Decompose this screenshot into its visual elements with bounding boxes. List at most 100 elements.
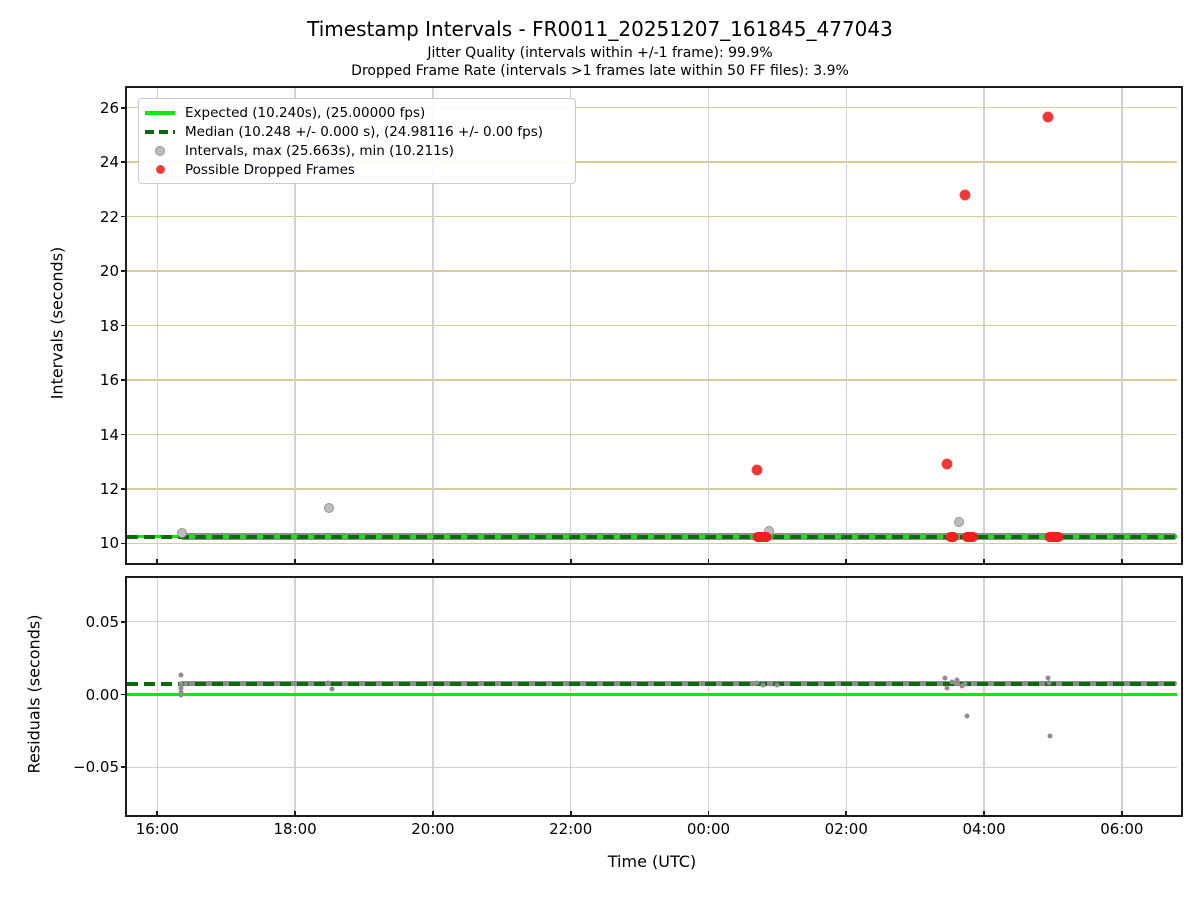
x-tick: [569, 811, 572, 817]
y-tick-label: 20: [99, 262, 119, 281]
x-tick: [294, 811, 296, 817]
x-tick: [1120, 559, 1123, 565]
x-tick-label: 06:00: [1100, 820, 1144, 838]
residual-point: [962, 681, 968, 687]
dropped-frame-point: [751, 464, 763, 476]
legend-item-label: Possible Dropped Frames: [185, 161, 355, 178]
residual-point: [964, 713, 970, 719]
median-line-sample: [145, 129, 175, 134]
gridline-h: [127, 270, 1177, 272]
y-tick: [121, 270, 127, 272]
x-tick: [156, 559, 159, 565]
x-tick: [156, 811, 159, 817]
x-axis-label: Time (UTC): [607, 852, 697, 871]
y-tick: [121, 379, 127, 381]
legend-item: Intervals, max (25.663s), min (10.211s): [145, 141, 575, 160]
y-tick: [121, 215, 127, 218]
legend-item-label: Expected (10.240s), (25.00000 fps): [185, 104, 426, 121]
interval-point: [323, 503, 334, 514]
x-tick-label: 22:00: [549, 820, 593, 838]
y-tick-label: 26: [99, 98, 119, 117]
x-tick-label: 00:00: [686, 820, 731, 838]
residual-point: [959, 683, 965, 689]
gridline-v: [1121, 88, 1123, 559]
median-line: [127, 681, 1177, 686]
gridline-h: [127, 324, 1177, 327]
y-tick: [121, 433, 127, 436]
y-tick-label: 18: [99, 316, 119, 335]
y-tick: [121, 161, 127, 163]
x-tick: [569, 559, 572, 565]
legend-item-label: Intervals, max (25.663s), min (10.211s): [185, 142, 454, 159]
x-tick: [845, 559, 848, 565]
x-tick: [1120, 811, 1123, 817]
dropped-frame-subtitle: Dropped Frame Rate (intervals >1 frames …: [351, 63, 849, 79]
jitter-quality-subtitle: Jitter Quality (intervals within +/-1 fr…: [427, 45, 773, 61]
residuals-plot: [125, 576, 1183, 817]
dropped-frame-cluster: [962, 532, 979, 543]
x-tick-label: 04:00: [962, 820, 1006, 838]
residual-point: [1047, 733, 1053, 739]
legend-item: Expected (10.240s), (25.00000 fps): [145, 103, 575, 122]
gridline-v: [156, 88, 158, 559]
gridline-v: [432, 88, 434, 559]
gridline-v: [707, 88, 710, 559]
residual-point: [944, 685, 950, 690]
residual-point: [178, 692, 184, 697]
x-tick: [845, 811, 848, 817]
residual-point: [1046, 680, 1052, 686]
median-line: [127, 534, 1177, 539]
y-tick-label: −0.05: [73, 758, 119, 777]
residual-point: [178, 672, 184, 678]
residual-point: [183, 681, 189, 687]
gridline-v: [570, 88, 572, 559]
chart-title: Timestamp Intervals - FR0011_20251207_16…: [307, 17, 893, 41]
y-tick-label: 22: [99, 207, 119, 226]
residual-point: [760, 682, 766, 688]
x-tick-label: 18:00: [273, 820, 317, 838]
y-tick: [121, 693, 127, 696]
residual-point: [325, 680, 331, 686]
y-tick-label: 14: [99, 425, 119, 444]
legend-item: Possible Dropped Frames: [145, 160, 575, 179]
dropped-frame-point: [1042, 111, 1054, 123]
residual-point: [949, 679, 955, 685]
residual-point: [774, 682, 780, 688]
residual-point: [1045, 675, 1051, 681]
gridline-h: [127, 161, 1177, 163]
residuals-ylabel: Residuals (seconds): [24, 614, 44, 774]
residual-point: [178, 685, 184, 690]
residual-point: [329, 686, 335, 692]
residual-point: [178, 681, 184, 687]
gridline-h: [127, 488, 1177, 490]
gridline-h: [127, 542, 1177, 545]
y-tick: [121, 620, 127, 623]
gridline-v: [294, 88, 296, 559]
dropped-frame-point: [941, 458, 953, 470]
y-tick-label: 0.05: [85, 612, 119, 631]
dropped-frames-marker-sample: [145, 165, 175, 174]
legend-item: Median (10.248 +/- 0.000 s), (24.98116 +…: [145, 122, 575, 141]
x-tick: [983, 559, 985, 565]
x-tick-label: 20:00: [411, 820, 455, 838]
interval-point: [177, 528, 188, 539]
y-tick: [121, 542, 127, 545]
legend: Expected (10.240s), (25.00000 fps) Media…: [138, 98, 576, 184]
y-tick-label: 0.00: [85, 685, 119, 704]
gridline-v: [845, 88, 847, 559]
y-tick-label: 10: [99, 534, 119, 553]
x-tick: [432, 559, 434, 565]
gridline-h: [127, 379, 1177, 381]
gridline-h: [127, 433, 1177, 436]
x-tick: [294, 559, 296, 565]
x-tick: [432, 811, 434, 817]
x-tick-label: 16:00: [135, 820, 179, 838]
x-tick: [707, 559, 710, 565]
gridline-h: [127, 215, 1177, 218]
dropped-frame-point: [959, 189, 971, 201]
y-tick: [121, 766, 127, 769]
y-tick: [121, 106, 127, 109]
gridline-h: [127, 106, 1177, 109]
y-tick-label: 24: [99, 153, 119, 172]
